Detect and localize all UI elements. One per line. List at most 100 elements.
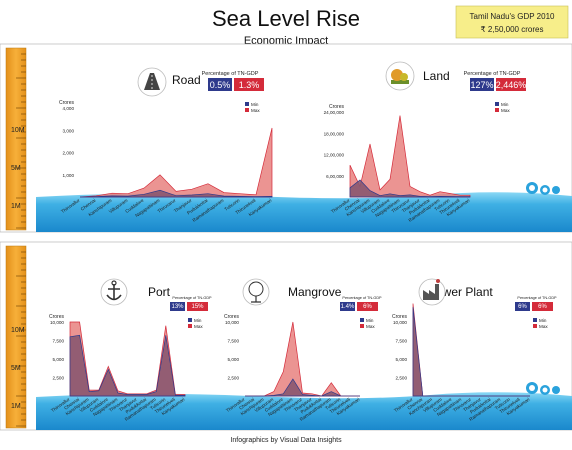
y-tick-label: 10,000 <box>50 320 64 325</box>
sea-level-ruler-top: 10M 5M 1M <box>5 47 27 231</box>
y-tick-label: 10,000 <box>225 320 239 325</box>
y-tick-label: 2,500 <box>53 376 65 381</box>
factory-icon <box>418 278 446 306</box>
y-tick-label: 3,000 <box>63 128 75 133</box>
series-min-area <box>412 307 530 397</box>
anchor-ring <box>111 280 117 286</box>
y-tick-label: 2,000 <box>63 151 75 156</box>
y-unit-label: Crores <box>49 314 65 320</box>
legend-swatch-max <box>245 108 249 112</box>
legend-swatch-min <box>495 102 499 106</box>
footer-credit: Infographics by Visual Data Insights <box>230 437 342 444</box>
pct-badge-min <box>340 302 355 311</box>
y-tick-label: 4,000 <box>63 106 75 111</box>
road-icon <box>137 67 167 97</box>
ruler-label: 5M <box>11 165 21 172</box>
pct-badge-min <box>170 302 185 311</box>
y-tick-label: 1,000 <box>63 173 75 178</box>
y-tick-label: 5,000 <box>53 357 65 362</box>
pct-value-max: 15% <box>191 304 204 310</box>
y-tick-label: 12,00,000 <box>324 153 345 158</box>
legend-swatch-max <box>188 324 192 328</box>
series-min-area <box>79 189 273 198</box>
pct-label: Percentage of TN-GDP <box>202 71 259 77</box>
pct-label: Percentage of TN-GDP <box>172 296 212 300</box>
y-tick-label: 5,000 <box>396 357 408 362</box>
series-min-area <box>69 334 186 397</box>
legend-label-min: Min <box>251 102 259 107</box>
y-tick-label: 7,500 <box>396 339 408 344</box>
pct-value-max: 6% <box>363 304 372 310</box>
chart-title: Mangrove <box>288 285 342 299</box>
y-tick-label: 18,00,000 <box>324 131 345 136</box>
chart-title: Land <box>423 69 450 83</box>
pct-badge-max <box>496 78 526 91</box>
pct-value-min: 127% <box>470 80 493 90</box>
tree-crown <box>391 69 403 81</box>
chart-mangrove: Crores10,0007,5005,0002,500ThiruvallurCh… <box>224 285 382 422</box>
gdp-value: ₹ 2,50,000 crores <box>481 25 544 34</box>
pct-badge-min <box>515 302 530 311</box>
y-unit-label: Crores <box>59 100 75 106</box>
y-tick-label: 10,000 <box>393 320 407 325</box>
y-tick-label: 2,500 <box>396 376 408 381</box>
legend-label-min: Min <box>539 318 547 323</box>
series-max-area <box>79 127 273 198</box>
sea-level-ruler-bottom: 10M 5M 1M <box>5 245 27 429</box>
pct-badge-max <box>234 78 264 91</box>
ruler-label: 1M <box>11 403 21 410</box>
y-tick-label: 7,500 <box>228 339 240 344</box>
pct-value-min: 1.4% <box>341 304 355 310</box>
series-min-area <box>245 378 360 397</box>
sea-bottom <box>36 392 572 430</box>
pct-label: Percentage of TN-GDP <box>342 296 382 300</box>
legend-swatch-min <box>360 318 364 322</box>
legend-swatch-min <box>533 318 537 322</box>
pct-badge-max <box>532 302 553 311</box>
legend-label-min: Min <box>501 102 509 107</box>
pct-value-min: 6% <box>518 304 527 310</box>
page-title: Sea Level Rise <box>212 6 360 31</box>
smoke <box>436 279 440 283</box>
pct-badge-max <box>357 302 378 311</box>
y-tick-label: 7,500 <box>53 339 65 344</box>
y-unit-label: Crores <box>392 314 408 320</box>
tree-trunk <box>251 296 261 303</box>
pct-value-max: 2,446% <box>496 80 527 90</box>
pct-badge-min <box>470 78 494 91</box>
legend-swatch-max <box>360 324 364 328</box>
pct-value-max: 6% <box>538 304 547 310</box>
land-ground <box>391 80 409 84</box>
legend-swatch-min <box>188 318 192 322</box>
chart-title: Road <box>172 73 201 87</box>
y-tick-label: 5,000 <box>228 357 240 362</box>
legend-label-max: Max <box>501 108 510 113</box>
tree-crown-small <box>400 73 408 81</box>
ruler-label: 5M <box>11 365 21 372</box>
legend-swatch-max <box>533 324 537 328</box>
legend-label-max: Max <box>539 324 548 329</box>
gdp-box: Tamil Nadu's GDP 2010 ₹ 2,50,000 crores <box>455 5 569 39</box>
pct-value-min: 0.5% <box>210 80 231 90</box>
tree-icon <box>242 278 270 306</box>
pct-value-max: 1.3% <box>239 80 260 90</box>
y-tick-label: 6,00,000 <box>326 174 344 179</box>
legend-swatch-min <box>245 102 249 106</box>
anchor-icon <box>100 278 128 306</box>
wave-icon-top <box>526 182 560 195</box>
y-tick-label: 2,500 <box>228 376 240 381</box>
ruler-bar <box>5 245 27 429</box>
wave-icon-bottom <box>526 382 560 395</box>
pct-badge-max <box>187 302 208 311</box>
gdp-label: Tamil Nadu's GDP 2010 <box>470 12 556 21</box>
ruler-bar <box>5 47 27 231</box>
factory-shape <box>423 284 439 300</box>
chart-title: Port <box>148 285 171 299</box>
legend-swatch-max <box>495 108 499 112</box>
y-unit-label: Crores <box>329 104 345 110</box>
legend-label-min: Min <box>366 318 374 323</box>
legend-label-max: Max <box>366 324 375 329</box>
y-tick-label: 24,00,000 <box>324 110 345 115</box>
